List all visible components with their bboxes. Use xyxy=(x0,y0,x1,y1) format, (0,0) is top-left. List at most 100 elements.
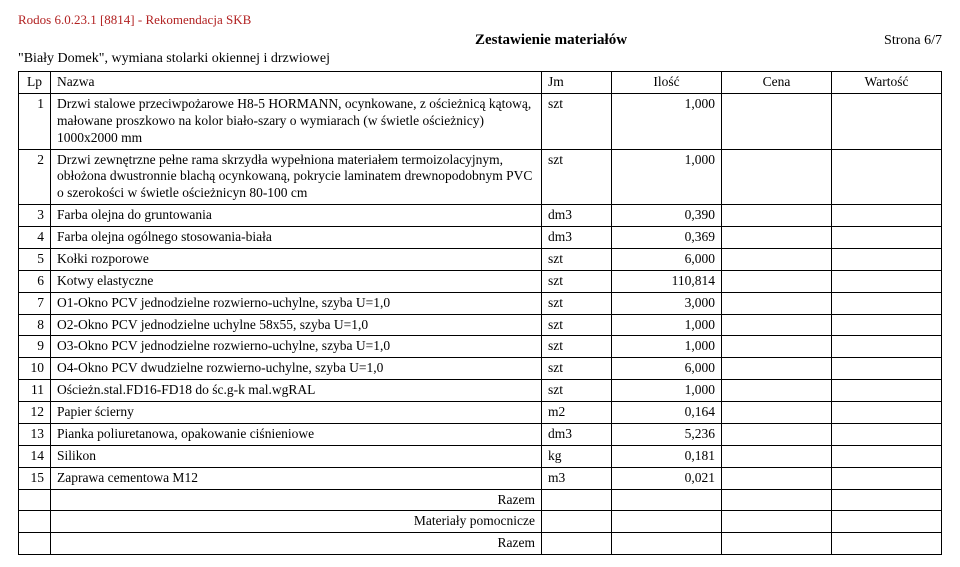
footer-row-razem: Razem xyxy=(19,489,942,511)
cell-nazwa: O1-Okno PCV jednodzielne rozwierno-uchyl… xyxy=(51,292,542,314)
cell-cena xyxy=(722,93,832,149)
cell-cena xyxy=(722,270,832,292)
table-row: 11Ościeżn.stal.FD16-FD18 do śc.g-k mal.w… xyxy=(19,380,942,402)
cell-ilosc: 0,390 xyxy=(612,205,722,227)
table-row: 13Pianka poliuretanowa, opakowanie ciśni… xyxy=(19,423,942,445)
doc-reference: Rodos 6.0.23.1 [8814] - Rekomendacja SKB xyxy=(18,12,942,28)
cell-ilosc: 1,000 xyxy=(612,93,722,149)
cell-wartosc xyxy=(832,402,942,424)
cell-ilosc: 0,369 xyxy=(612,227,722,249)
col-wartosc: Wartość xyxy=(832,72,942,94)
cell-lp: 6 xyxy=(19,270,51,292)
cell-jm: m2 xyxy=(542,402,612,424)
cell-nazwa: O2-Okno PCV jednodzielne uchylne 58x55, … xyxy=(51,314,542,336)
table-row: 15Zaprawa cementowa M12m30,021 xyxy=(19,467,942,489)
cell-jm: szt xyxy=(542,292,612,314)
table-row: 6Kotwy elastyczneszt110,814 xyxy=(19,270,942,292)
cell-jm: dm3 xyxy=(542,227,612,249)
table-row: 8O2-Okno PCV jednodzielne uchylne 58x55,… xyxy=(19,314,942,336)
cell-lp: 12 xyxy=(19,402,51,424)
cell-wartosc xyxy=(832,336,942,358)
cell-lp: 13 xyxy=(19,423,51,445)
cell-ilosc: 0,021 xyxy=(612,467,722,489)
page-number: Strona 6/7 xyxy=(884,33,942,49)
table-row: 10O4-Okno PCV dwudzielne rozwierno-uchyl… xyxy=(19,358,942,380)
cell-wartosc xyxy=(832,149,942,205)
materials-table: Lp Nazwa Jm Ilość Cena Wartość 1Drzwi st… xyxy=(18,71,942,555)
cell-lp: 1 xyxy=(19,93,51,149)
cell-cena xyxy=(722,380,832,402)
cell-cena xyxy=(722,467,832,489)
cell-jm: szt xyxy=(542,314,612,336)
cell-jm: dm3 xyxy=(542,423,612,445)
col-cena: Cena xyxy=(722,72,832,94)
cell-jm: szt xyxy=(542,336,612,358)
cell-cena xyxy=(722,248,832,270)
cell-cena xyxy=(722,358,832,380)
cell-wartosc xyxy=(832,358,942,380)
cell-wartosc xyxy=(832,248,942,270)
table-row: 3Farba olejna do gruntowaniadm30,390 xyxy=(19,205,942,227)
cell-ilosc: 6,000 xyxy=(612,248,722,270)
cell-wartosc xyxy=(832,93,942,149)
header-row: Zestawienie materiałów Strona 6/7 xyxy=(18,32,942,49)
footer-row-razem2: Razem xyxy=(19,533,942,555)
cell-lp: 4 xyxy=(19,227,51,249)
cell-lp: 2 xyxy=(19,149,51,205)
cell-cena xyxy=(722,336,832,358)
cell-cena xyxy=(722,227,832,249)
cell-jm: szt xyxy=(542,358,612,380)
col-ilosc: Ilość xyxy=(612,72,722,94)
table-row: 5Kołki rozporoweszt6,000 xyxy=(19,248,942,270)
table-row: 14Silikonkg0,181 xyxy=(19,445,942,467)
footer-razem2-label: Razem xyxy=(51,533,542,555)
doc-subtitle: "Biały Domek", wymiana stolarki okiennej… xyxy=(18,51,942,67)
cell-wartosc xyxy=(832,270,942,292)
cell-jm: kg xyxy=(542,445,612,467)
cell-jm: szt xyxy=(542,149,612,205)
table-header-row: Lp Nazwa Jm Ilość Cena Wartość xyxy=(19,72,942,94)
cell-jm: m3 xyxy=(542,467,612,489)
cell-nazwa: Ościeżn.stal.FD16-FD18 do śc.g-k mal.wgR… xyxy=(51,380,542,402)
cell-cena xyxy=(722,402,832,424)
cell-wartosc xyxy=(832,467,942,489)
cell-lp: 9 xyxy=(19,336,51,358)
cell-ilosc: 5,236 xyxy=(612,423,722,445)
cell-nazwa: O4-Okno PCV dwudzielne rozwierno-uchylne… xyxy=(51,358,542,380)
cell-wartosc xyxy=(832,292,942,314)
table-row: 9O3-Okno PCV jednodzielne rozwierno-uchy… xyxy=(19,336,942,358)
cell-nazwa: Kołki rozporowe xyxy=(51,248,542,270)
cell-ilosc: 0,164 xyxy=(612,402,722,424)
cell-lp: 14 xyxy=(19,445,51,467)
cell-lp: 8 xyxy=(19,314,51,336)
cell-cena xyxy=(722,149,832,205)
cell-cena xyxy=(722,423,832,445)
table-row: 1Drzwi stalowe przeciwpożarowe H8-5 HORM… xyxy=(19,93,942,149)
cell-wartosc xyxy=(832,205,942,227)
footer-matpom-label: Materiały pomocnicze xyxy=(51,511,542,533)
cell-lp: 7 xyxy=(19,292,51,314)
cell-cena xyxy=(722,292,832,314)
cell-ilosc: 1,000 xyxy=(612,336,722,358)
col-jm: Jm xyxy=(542,72,612,94)
cell-jm: szt xyxy=(542,93,612,149)
cell-wartosc xyxy=(832,380,942,402)
cell-nazwa: Silikon xyxy=(51,445,542,467)
cell-jm: szt xyxy=(542,248,612,270)
cell-lp: 5 xyxy=(19,248,51,270)
cell-ilosc: 1,000 xyxy=(612,149,722,205)
col-lp: Lp xyxy=(19,72,51,94)
cell-ilosc: 110,814 xyxy=(612,270,722,292)
cell-nazwa: Drzwi zewnętrzne pełne rama skrzydła wyp… xyxy=(51,149,542,205)
cell-cena xyxy=(722,314,832,336)
cell-jm: dm3 xyxy=(542,205,612,227)
cell-lp: 15 xyxy=(19,467,51,489)
table-row: 7O1-Okno PCV jednodzielne rozwierno-uchy… xyxy=(19,292,942,314)
footer-row-matpom: Materiały pomocnicze xyxy=(19,511,942,533)
cell-lp: 3 xyxy=(19,205,51,227)
cell-nazwa: Zaprawa cementowa M12 xyxy=(51,467,542,489)
table-row: 4Farba olejna ogólnego stosowania-białad… xyxy=(19,227,942,249)
table-row: 2Drzwi zewnętrzne pełne rama skrzydła wy… xyxy=(19,149,942,205)
cell-nazwa: Farba olejna ogólnego stosowania-biała xyxy=(51,227,542,249)
cell-wartosc xyxy=(832,227,942,249)
